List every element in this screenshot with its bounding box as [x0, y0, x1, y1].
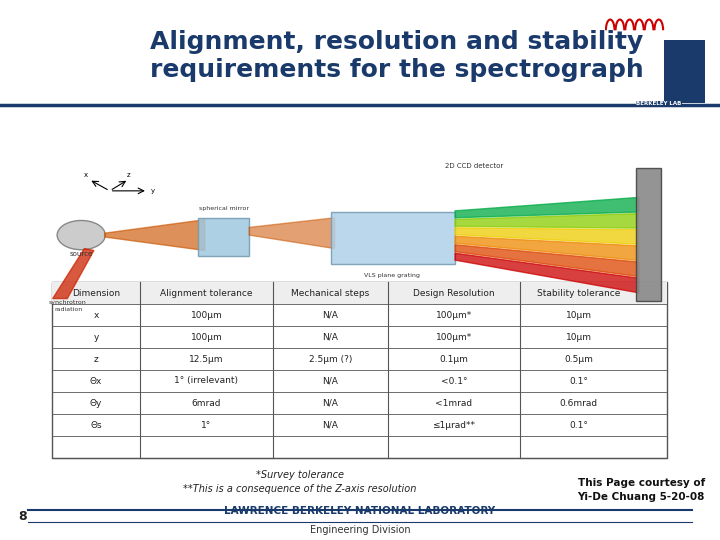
Text: 6mrad: 6mrad: [192, 399, 221, 408]
Text: Yi-De Chuang 5-20-08: Yi-De Chuang 5-20-08: [577, 492, 705, 502]
Polygon shape: [455, 237, 639, 260]
Polygon shape: [636, 168, 661, 300]
Text: N/A: N/A: [323, 399, 338, 408]
Text: 100μm*: 100μm*: [436, 310, 472, 320]
FancyBboxPatch shape: [664, 40, 706, 103]
Text: y: y: [94, 333, 99, 341]
Text: 100μm: 100μm: [191, 333, 222, 341]
Text: 100μm*: 100μm*: [436, 333, 472, 341]
Bar: [52, 282, 667, 458]
Text: synchrotron: synchrotron: [48, 300, 86, 305]
Text: x: x: [94, 310, 99, 320]
Text: BERKELEY LAB: BERKELEY LAB: [636, 101, 682, 106]
Text: 0.1°: 0.1°: [569, 421, 588, 429]
Text: **This is a consequence of the Z-axis resolution: **This is a consequence of the Z-axis re…: [184, 484, 417, 494]
Bar: [52, 282, 667, 304]
Text: LAWRENCE BERKELEY NATIONAL LABORATORY: LAWRENCE BERKELEY NATIONAL LABORATORY: [225, 506, 495, 516]
Text: 0.1°: 0.1°: [569, 376, 588, 386]
Polygon shape: [249, 218, 335, 248]
Text: 2D CCD detector: 2D CCD detector: [445, 163, 503, 169]
Text: Θy: Θy: [90, 399, 102, 408]
Text: y: y: [151, 188, 155, 194]
Text: z: z: [94, 354, 99, 363]
Polygon shape: [53, 248, 94, 299]
Text: 10μm: 10μm: [565, 310, 592, 320]
Text: 0.6mrad: 0.6mrad: [559, 399, 598, 408]
Polygon shape: [455, 198, 639, 218]
Text: VLS plane grating: VLS plane grating: [364, 273, 420, 279]
Circle shape: [57, 220, 105, 249]
Text: N/A: N/A: [323, 310, 338, 320]
Text: <0.1°: <0.1°: [441, 376, 467, 386]
Text: 8: 8: [18, 510, 27, 523]
Text: Engineering Division: Engineering Division: [310, 525, 410, 535]
Polygon shape: [199, 218, 249, 256]
Text: x: x: [84, 172, 89, 178]
Text: ≤1μrad**: ≤1μrad**: [433, 421, 475, 429]
Text: 0.5μm: 0.5μm: [564, 354, 593, 363]
Text: *Survey tolerance: *Survey tolerance: [256, 470, 344, 480]
Polygon shape: [455, 253, 639, 293]
Text: radiation: radiation: [55, 307, 83, 312]
Text: 2.5μm (?): 2.5μm (?): [309, 354, 352, 363]
Text: Θs: Θs: [90, 421, 102, 429]
Text: N/A: N/A: [323, 376, 338, 386]
Polygon shape: [331, 212, 455, 264]
Polygon shape: [104, 220, 204, 251]
Text: 12.5μm: 12.5μm: [189, 354, 224, 363]
Text: requirements for the spectrograph: requirements for the spectrograph: [150, 58, 644, 82]
Text: 1° (irrelevant): 1° (irrelevant): [174, 376, 238, 386]
Text: 10μm: 10μm: [565, 333, 592, 341]
Text: spherical mirror: spherical mirror: [199, 206, 249, 211]
Text: Alignment tolerance: Alignment tolerance: [161, 288, 253, 298]
Polygon shape: [455, 213, 639, 228]
Text: Θx: Θx: [90, 376, 102, 386]
Text: z: z: [127, 172, 130, 178]
Text: Alignment, resolution and stability: Alignment, resolution and stability: [150, 30, 643, 54]
Text: source: source: [70, 251, 93, 257]
Text: 100μm: 100μm: [191, 310, 222, 320]
Polygon shape: [455, 245, 639, 276]
Text: Dimension: Dimension: [72, 288, 120, 298]
Polygon shape: [455, 228, 639, 244]
Text: <1mrad: <1mrad: [436, 399, 472, 408]
Text: Stability tolerance: Stability tolerance: [537, 288, 620, 298]
Text: Mechanical steps: Mechanical steps: [292, 288, 369, 298]
Text: N/A: N/A: [323, 421, 338, 429]
Text: 0.1μm: 0.1μm: [440, 354, 469, 363]
Text: N/A: N/A: [323, 333, 338, 341]
Text: This Page courtesy of: This Page courtesy of: [577, 478, 705, 488]
Text: 1°: 1°: [202, 421, 212, 429]
Text: Design Resolution: Design Resolution: [413, 288, 495, 298]
